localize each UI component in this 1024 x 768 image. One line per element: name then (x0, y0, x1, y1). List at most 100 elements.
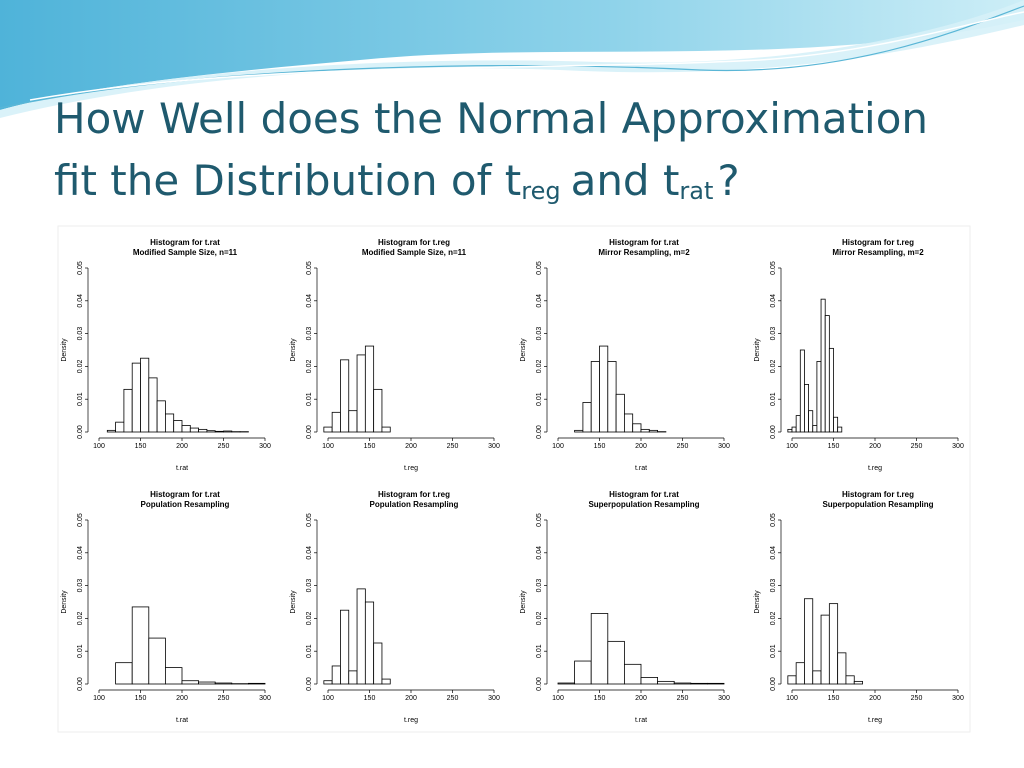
bar (131, 362, 141, 433)
bar (837, 426, 843, 433)
chart-subtitle: Mirror Resampling, m=2 (832, 248, 924, 257)
bar (214, 430, 224, 433)
bar (640, 428, 650, 433)
bar (348, 410, 358, 433)
bar (787, 428, 793, 433)
chart-title: Histogram for t.reg (842, 490, 914, 499)
x-tick-label: 150 (594, 443, 606, 450)
x-tick-label: 300 (718, 695, 730, 702)
bar (164, 413, 175, 433)
y-tick-label: 0.02 (306, 611, 313, 625)
chart-title: Histogram for t.reg (378, 490, 450, 499)
bar (828, 347, 834, 433)
bar (356, 588, 366, 685)
bar (795, 415, 801, 433)
bar (356, 354, 366, 433)
bar (198, 681, 216, 685)
slide-title: How Well does the Normal Approximation (54, 94, 928, 143)
y-tick-label: 0.05 (306, 261, 313, 275)
bar (791, 426, 797, 433)
bar (574, 429, 584, 433)
x-axis-label: t.reg (404, 717, 418, 724)
bar (373, 388, 383, 433)
x-tick-label: 100 (786, 443, 798, 450)
x-tick-label: 100 (552, 443, 564, 450)
bar (853, 680, 863, 685)
bar (189, 427, 200, 433)
chart-subtitle: Superpopulation Resampling (588, 500, 699, 509)
bar (824, 315, 830, 433)
y-tick-label: 0.01 (77, 644, 84, 658)
bar (607, 640, 625, 685)
bar (590, 361, 600, 433)
bar (599, 345, 609, 433)
x-tick-label: 200 (176, 443, 188, 450)
x-tick-label: 150 (828, 695, 840, 702)
bar (707, 682, 725, 685)
x-tick-label: 250 (911, 695, 923, 702)
y-axis-label: Density (290, 590, 297, 614)
x-axis-label: t.reg (868, 465, 882, 472)
bar (632, 423, 642, 433)
y-tick-label: 0.03 (306, 579, 313, 593)
y-tick-label: 0.00 (770, 677, 777, 691)
x-tick-label: 100 (322, 695, 334, 702)
bar (181, 425, 191, 433)
y-tick-label: 0.03 (536, 579, 543, 593)
y-tick-label: 0.00 (306, 425, 313, 439)
bar (223, 430, 233, 433)
x-tick-label: 250 (447, 695, 459, 702)
y-tick-label: 0.05 (770, 513, 777, 527)
x-tick-label: 200 (405, 443, 417, 450)
y-axis-label: Density (754, 338, 761, 362)
y-axis-label: Density (520, 338, 527, 362)
y-tick-label: 0.02 (77, 359, 84, 373)
bar (323, 426, 333, 433)
x-tick-label: 200 (405, 695, 417, 702)
bar (148, 637, 166, 685)
x-axis-label: t.rat (635, 465, 647, 472)
x-tick-label: 150 (828, 443, 840, 450)
x-tick-label: 250 (911, 443, 923, 450)
y-tick-label: 0.03 (306, 327, 313, 341)
chart-subtitle: Superpopulation Resampling (822, 500, 933, 509)
y-tick-label: 0.00 (536, 425, 543, 439)
bar (340, 359, 350, 433)
bar (804, 598, 814, 685)
bar (373, 642, 383, 685)
bar (582, 402, 592, 433)
bar (381, 678, 391, 685)
y-tick-label: 0.04 (536, 546, 543, 560)
bar (247, 682, 266, 685)
title-part: ? (717, 156, 739, 205)
bar (795, 662, 805, 685)
bar (833, 416, 839, 433)
y-tick-label: 0.05 (306, 513, 313, 527)
y-tick-label: 0.00 (77, 677, 84, 691)
y-tick-label: 0.00 (536, 677, 543, 691)
y-tick-label: 0.02 (306, 359, 313, 373)
bar (148, 377, 158, 433)
x-tick-label: 150 (594, 695, 606, 702)
y-axis-label: Density (520, 590, 527, 614)
bar (364, 345, 375, 433)
bar (837, 652, 847, 685)
y-tick-label: 0.01 (770, 392, 777, 406)
x-tick-label: 200 (176, 695, 188, 702)
wave (0, 0, 1024, 110)
x-axis-label: t.reg (868, 717, 882, 724)
x-tick-label: 200 (635, 443, 647, 450)
x-axis-label: t.reg (404, 465, 418, 472)
y-tick-label: 0.04 (770, 546, 777, 560)
x-tick-label: 250 (677, 443, 689, 450)
y-tick-label: 0.02 (77, 611, 84, 625)
x-tick-label: 200 (635, 695, 647, 702)
title-part: fit the Distribution of t (54, 156, 521, 205)
bar (557, 682, 576, 685)
x-tick-label: 300 (488, 695, 500, 702)
bar (657, 680, 675, 685)
bar (624, 413, 634, 433)
bar (820, 298, 826, 433)
